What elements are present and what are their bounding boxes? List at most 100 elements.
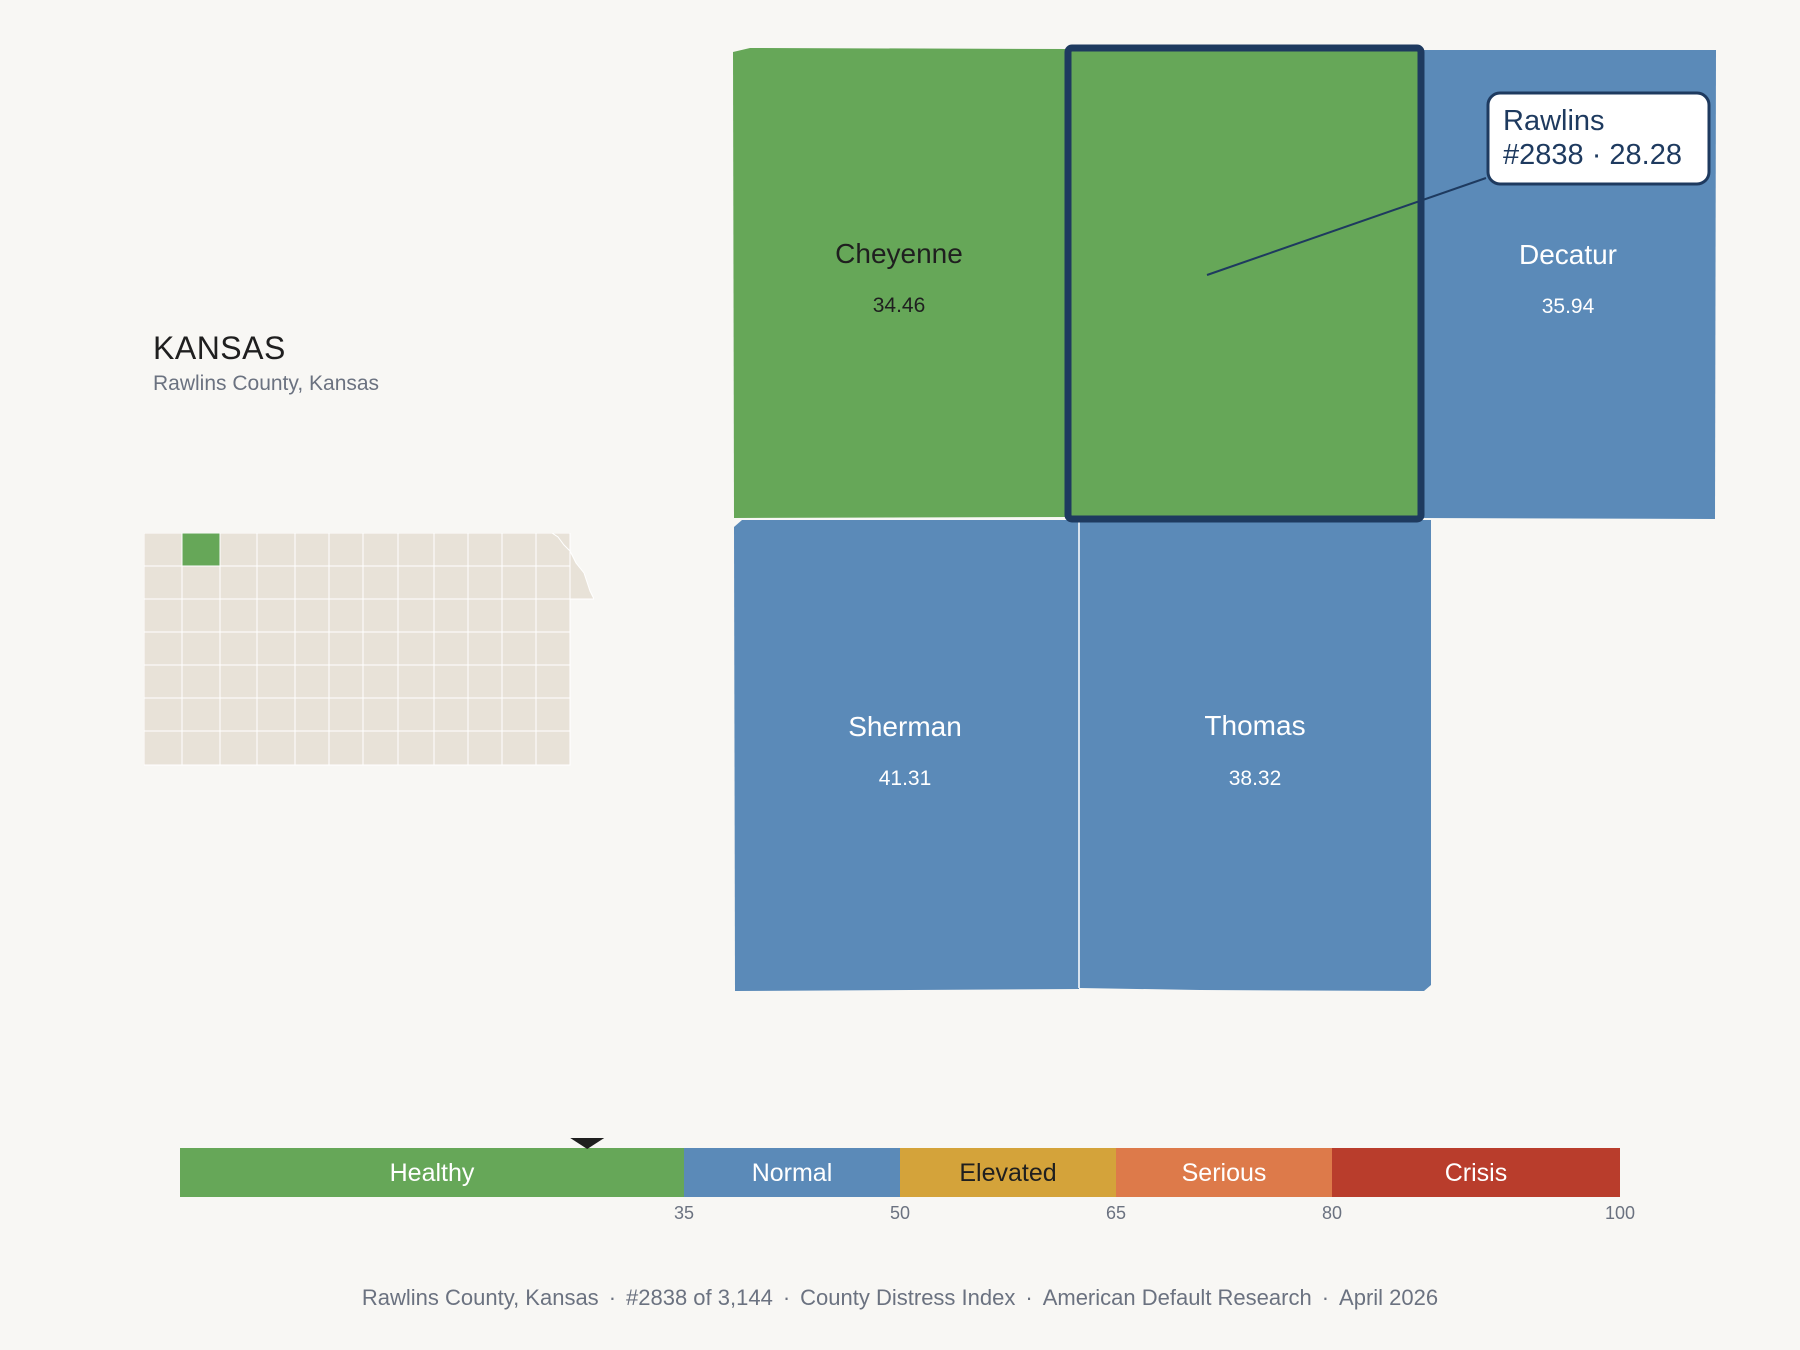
mini-county [362,533,399,567]
county-label-cheyenne: Cheyenne [835,238,963,269]
scale-label-elevated: Elevated [959,1159,1056,1187]
mini-county [294,730,330,766]
callout-rank-score: #2838 · 28.28 [1503,139,1682,171]
county-value-decatur: 35.94 [1542,295,1595,318]
county-value-cheyenne: 34.46 [873,294,926,317]
scale-label-normal: Normal [752,1159,833,1187]
mini-state-edge [551,533,594,600]
scale-segment-serious [1116,1148,1332,1197]
scale-segment-healthy [180,1148,684,1197]
county-sherman[interactable]: Sherman 41.31 [734,520,1079,991]
county-cheyenne[interactable]: Cheyenne 34.46 [733,48,1068,518]
mini-county [535,598,571,633]
mini-county [467,631,503,666]
mini-county [328,664,364,699]
scale-ticks: 35 50 65 80 100 [674,1203,1635,1223]
scale-tick-label: 100 [1605,1203,1635,1223]
scale-segment-normal [684,1148,900,1197]
scale-tick-label: 65 [1106,1203,1126,1223]
footer-rank: #2838 of 3,144 [626,1285,773,1310]
mini-county [328,533,364,567]
county-rawlins[interactable] [1064,44,1425,523]
mini-county [362,664,399,699]
state-subtitle: Rawlins County, Kansas [153,372,380,395]
mini-county [433,533,469,567]
mini-county [501,631,537,666]
mini-county [256,565,296,600]
mini-county [294,565,330,600]
mini-county [501,533,537,567]
county-thomas[interactable]: Thomas 38.32 [1079,520,1431,991]
state-title: KANSAS [153,330,286,366]
distress-scale: Healthy Normal Elevated Serious Crisis 35 50 6… [180,1138,1635,1223]
callout-leader-line [1206,177,1487,276]
mini-county [433,631,469,666]
mini-county [362,730,399,766]
mini-county [397,565,435,600]
footer-separator: · [608,1285,617,1310]
county-value-thomas: 38.32 [1229,767,1282,790]
mini-county [433,565,469,600]
mini-county [144,697,183,732]
county-label-thomas: Thomas [1204,710,1305,741]
mini-county [181,598,221,633]
scale-tick-label: 50 [890,1203,910,1223]
footer-separator: · [782,1285,791,1310]
mini-county [219,697,258,732]
mini-county [219,664,258,699]
kansas-county-grid [144,533,594,766]
footer-separator: · [1321,1285,1330,1310]
mini-county [144,730,183,766]
scale-label-healthy: Healthy [390,1159,475,1187]
selected-county-outline [1064,44,1425,523]
mini-county [144,598,183,633]
mini-county [294,697,330,732]
scale-label-crisis: Crisis [1445,1159,1508,1187]
mini-county [256,697,296,732]
mini-county [256,631,296,666]
county-shape-cheyenne[interactable] [733,48,1068,518]
mini-county [397,533,435,567]
mini-county-rawlins [181,533,221,567]
mini-county [397,730,435,766]
county-neighborhood-map: Cheyenne 34.46 Decatur 35.94 Sherman 41.… [733,44,1716,991]
mini-county [501,565,537,600]
kansas-locator-map [144,533,594,766]
callout-box [1486,91,1711,186]
mini-county [294,631,330,666]
callout-county-name: Rawlins [1503,105,1605,137]
county-value-sherman: 41.31 [879,767,932,790]
county-shape-rawlins[interactable] [1068,48,1421,518]
county-callout: Rawlins #2838 · 28.28 [1206,91,1711,276]
mini-county [467,533,503,567]
mini-county [467,565,503,600]
mini-county [144,533,183,567]
mini-county [433,697,469,732]
mini-county [501,730,537,766]
footer-county: Rawlins County, Kansas [361,1285,599,1310]
mini-county [256,598,296,633]
mini-county [328,697,364,732]
mini-county [467,664,503,699]
footer-separator: · [1025,1285,1033,1310]
county-label-sherman: Sherman [848,711,962,742]
mini-county [256,730,296,766]
scale-segments: Healthy Normal Elevated Serious Crisis [180,1148,1620,1197]
mini-county [362,565,399,600]
mini-county [219,598,258,633]
mini-county [535,664,571,699]
county-label-decatur: Decatur [1519,239,1617,270]
county-shape-thomas[interactable] [1079,520,1431,991]
mini-county [219,533,258,567]
scale-tick-label: 80 [1322,1203,1342,1223]
footer-index: County Distress Index [800,1285,1016,1310]
mini-county [328,631,364,666]
mini-county [144,664,183,699]
footer-source: American Default Research [1042,1285,1312,1310]
scale-segment-crisis [1332,1148,1620,1197]
mini-county [294,598,330,633]
footer-date: April 2026 [1339,1285,1439,1310]
score-marker-icon [570,1138,605,1149]
mini-county [535,631,571,666]
county-shape-sherman[interactable] [734,520,1079,991]
